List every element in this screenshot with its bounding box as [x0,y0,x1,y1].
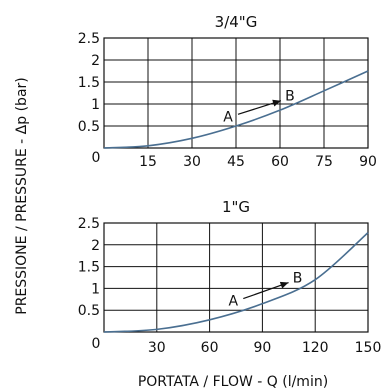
x-tick-label: 90 [253,340,271,356]
annotation-a-label: A [223,109,233,125]
chart-panel-1g: 1"G 30 60 90 120 150 0 0.5 1 1.5 2 2.5 A B [78,198,382,356]
origin-label: 0 [92,336,101,352]
x-tick-label: 30 [148,340,166,356]
x-tick-label: 30 [183,154,201,170]
y-axis-label: PRESSIONE / PRESSURE - Δp (bar) [14,77,30,315]
y-tick-label: 2 [91,53,100,69]
series-line [103,231,369,333]
x-axis-label: PORTATA / FLOW - Q (l/min) [138,374,328,390]
annotation-arrowhead [279,281,289,289]
x-tick-label: 60 [201,340,219,356]
annotation-b-label: B [285,89,295,105]
y-tick-label: 0.5 [78,119,100,135]
chart-panel-3-4g: 3/4"G 15 30 45 60 75 90 0 0.5 1 1.5 2 2.5 A B [78,13,377,170]
annotation-a-label: A [228,294,238,310]
chart-title: 3/4"G [215,13,258,31]
annotation-b-label: B [293,271,303,287]
y-tick-label: 2.5 [78,31,100,47]
annotation-arrowhead [272,99,281,107]
y-tick-label: 1.5 [78,260,100,276]
x-tick-label: 120 [302,340,329,356]
plot-frame [103,222,369,333]
x-tick-label: 90 [359,154,377,170]
x-tick-label: 15 [139,154,157,170]
origin-label: 0 [92,150,101,166]
series-line [103,70,369,149]
y-tick-label: 2 [91,238,100,254]
plot-frame [103,37,369,149]
y-tick-label: 1 [91,97,100,113]
x-tick-label: 45 [227,154,245,170]
y-tick-label: 1.5 [78,75,100,91]
x-tick-label: 60 [271,154,289,170]
x-tick-label: 75 [315,154,333,170]
annotation-arrow-line [243,281,289,300]
chart-title: 1"G [222,198,250,216]
y-tick-label: 1 [91,281,100,297]
x-tick-label: 150 [355,340,382,356]
y-tick-label: 2.5 [78,216,100,232]
y-tick-label: 0.5 [78,303,100,319]
